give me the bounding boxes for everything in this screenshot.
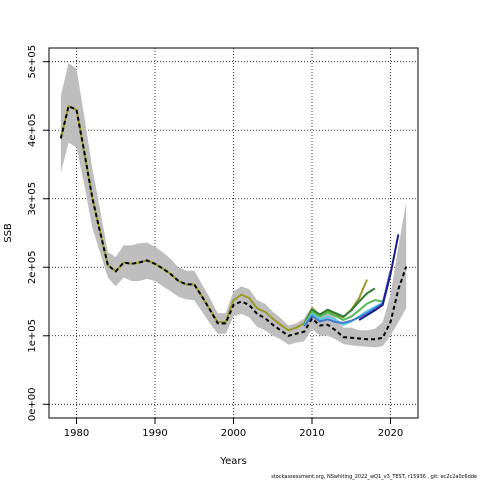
y-tick-label-2: 2e+05 <box>27 250 38 284</box>
y-axis: 0e+00 1e+05 2e+05 3e+05 4e+05 5e+05 <box>27 45 50 421</box>
x-axis-title: Years <box>219 456 246 467</box>
y-axis-title: SSB <box>3 223 14 243</box>
series-line-5 <box>358 234 400 321</box>
x-tick-label-4: 2020 <box>378 428 403 439</box>
series-line-6 <box>59 105 408 341</box>
confidence-band-area <box>60 63 407 348</box>
x-tick-label-2: 2000 <box>221 428 246 439</box>
series-lines <box>59 105 408 341</box>
series-line-3 <box>303 273 392 327</box>
series-line-2 <box>303 299 383 326</box>
x-tick-label-1: 1990 <box>142 428 167 439</box>
x-tick-label-3: 2010 <box>299 428 324 439</box>
series-line-1 <box>303 287 376 325</box>
confidence-band <box>60 63 407 348</box>
y-tick-label-5: 5e+05 <box>27 45 38 79</box>
x-tick-label-0: 1980 <box>64 428 89 439</box>
x-axis: 1980 1990 2000 2010 2020 <box>64 417 403 439</box>
footer-note: stockassessment.org, NSwhiting_2022_wQ1_… <box>271 474 477 480</box>
y-tick-label-4: 4e+05 <box>27 113 38 147</box>
y-tick-label-1: 1e+05 <box>27 319 38 353</box>
series-line-4 <box>303 270 392 327</box>
y-tick-label-0: 0e+00 <box>27 387 38 421</box>
y-tick-label-3: 3e+05 <box>27 182 38 216</box>
